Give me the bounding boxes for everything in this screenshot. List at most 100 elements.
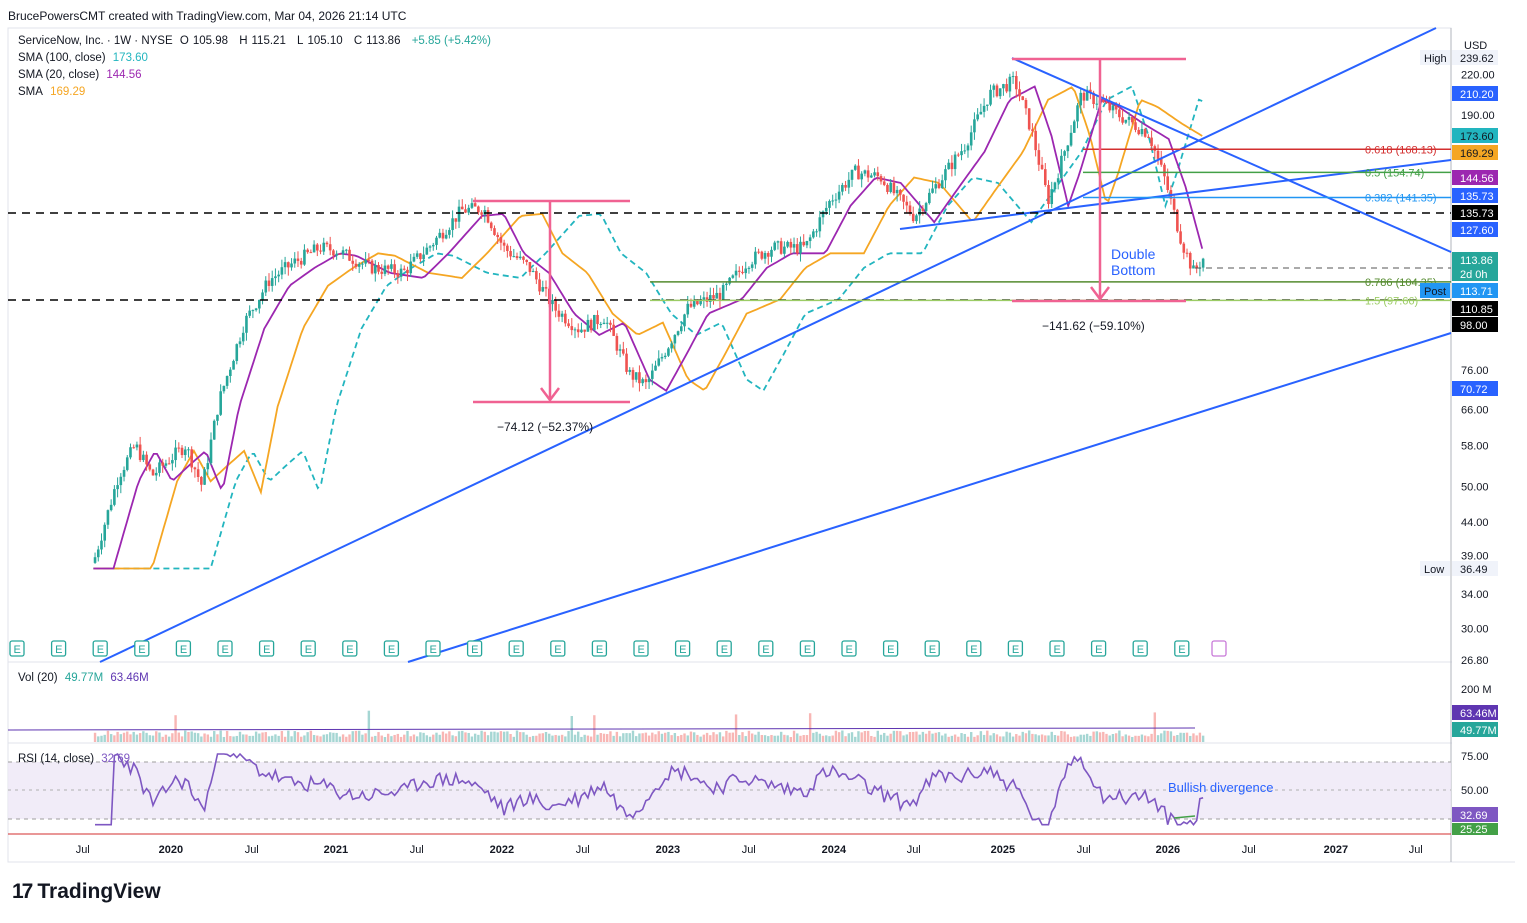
volume-bar (1105, 733, 1108, 742)
sma-legend[interactable]: SMA 169.29 (18, 86, 89, 98)
volume-bar (293, 731, 296, 742)
tradingview-logo[interactable]: 17 TradingView (12, 880, 161, 903)
candle-body (135, 444, 139, 448)
volume-bar (808, 713, 812, 742)
volume-bar (541, 733, 544, 742)
candle-body (670, 343, 673, 349)
candle-body (567, 323, 570, 327)
volume-bar (364, 733, 367, 742)
candle-body (531, 271, 535, 273)
price-axis-label (1452, 561, 1498, 576)
price-axis-label (1452, 317, 1498, 332)
volume-bar (879, 734, 883, 742)
volume-bar (647, 735, 651, 742)
candle-body (915, 215, 918, 222)
volume-bar (918, 734, 921, 742)
volume-bar (158, 732, 161, 742)
volume-bar (432, 734, 435, 742)
rsi-legend[interactable]: RSI (14, close) 32.69 (18, 753, 134, 765)
chart-credit: BrucePowersCMT created with TradingView.… (8, 9, 407, 23)
candle-body (167, 463, 171, 465)
earnings-icon (508, 640, 524, 657)
volume-bar (1073, 736, 1076, 742)
candle-body (412, 256, 416, 262)
volume-bar (631, 730, 635, 742)
candle-body (850, 169, 854, 180)
volume-bar (196, 733, 200, 742)
candle-body (815, 231, 818, 233)
candle-body (489, 222, 493, 229)
candle-body (718, 292, 722, 301)
candle-body (731, 275, 735, 278)
price-tick: 190.00 (1461, 110, 1495, 122)
rsi-tick: 75.00 (1461, 751, 1489, 763)
volume-bar (242, 734, 245, 742)
volume-bar (998, 736, 1002, 742)
candle-body (589, 319, 593, 331)
candle-body (241, 332, 245, 342)
symbol-name: ServiceNow, Inc. · 1W · NYSE (18, 35, 173, 47)
volume-bar (596, 734, 599, 742)
volume-bar (451, 735, 454, 742)
volume-bar (609, 731, 612, 742)
volume-bar (229, 736, 232, 742)
candle-body (1166, 176, 1169, 191)
volume-bar (477, 734, 480, 742)
candle-body (1069, 132, 1073, 146)
volume-bar (428, 736, 432, 742)
candle-body (129, 447, 132, 458)
candle-body (335, 253, 338, 256)
volume-bar (97, 736, 100, 742)
volume-bar (386, 733, 390, 742)
volume-bar (834, 730, 838, 742)
open-value: O 105.98 (179, 35, 228, 47)
time-tick: Jul (245, 844, 259, 856)
candle-body (892, 182, 896, 194)
candle-body (857, 165, 860, 180)
volume-bar (763, 735, 767, 742)
candle-body (860, 173, 863, 180)
volume-bar (1111, 733, 1115, 742)
volume-bar (1053, 735, 1057, 742)
candle-body (538, 279, 541, 292)
volume-legend[interactable]: Vol (20) 49.77M 63.46M (18, 672, 153, 684)
sma100-value: 173.60 (112, 52, 148, 64)
time-tick: Jul (1242, 844, 1256, 856)
volume-bar (796, 733, 799, 742)
close-value: C 113.86 (353, 35, 401, 47)
candle-body (541, 287, 545, 292)
measure-label: −74.12 (−52.37%) (497, 420, 593, 434)
volume-bar (1169, 731, 1173, 742)
candle-body (663, 355, 667, 358)
symbol-legend[interactable]: ServiceNow, Inc. · 1W · NYSE O 105.98 H 11… (18, 35, 495, 47)
volume-bar (1166, 730, 1169, 742)
volume-bar (680, 734, 683, 742)
candle-body (1192, 265, 1195, 269)
axis-tag-label: Low (1424, 564, 1444, 576)
candle-body (882, 181, 886, 185)
candle-body (180, 447, 184, 456)
candle-body (496, 234, 499, 238)
candle-body (409, 261, 413, 274)
sma100-legend[interactable]: SMA (100, close) 173.60 (18, 52, 152, 64)
candle-body (148, 464, 152, 470)
volume-bar (1037, 735, 1041, 742)
candle-body (258, 299, 261, 309)
earnings-icon-label: E (430, 644, 437, 656)
volume-bar (377, 732, 380, 742)
price-tick: 30.00 (1461, 624, 1489, 636)
volume-bar (738, 735, 741, 742)
volume-bar (493, 731, 496, 742)
candle-body (744, 268, 748, 274)
volume-bar (506, 731, 509, 742)
candle-body (1040, 164, 1044, 170)
sma-label: SMA (18, 86, 43, 98)
volume-bar (167, 736, 171, 742)
volume-bar (799, 735, 802, 742)
sma20-legend[interactable]: SMA (20, close) 144.56 (18, 69, 146, 81)
measure-label: −141.62 (−59.10%) (1042, 319, 1145, 333)
bullish-divergence-label: Bullish divergence (1168, 780, 1274, 795)
time-tick: 2026 (1156, 844, 1180, 856)
volume-bar (950, 735, 954, 742)
